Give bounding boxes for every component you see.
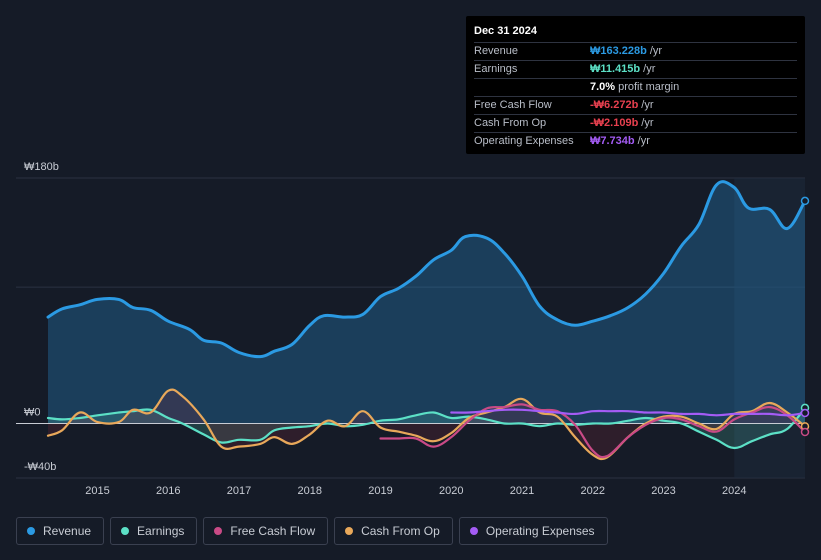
legend-item-free-cash-flow[interactable]: Free Cash Flow: [203, 517, 329, 545]
series-lines: [46, 180, 807, 461]
legend-dot-icon: [27, 527, 35, 535]
x-axis-labels: 2015 2016 2017 2018 2019 2020 2021 2022 2023 2024: [85, 485, 746, 497]
tooltip-row: 7.0% profit margin: [474, 79, 797, 97]
tooltip-label: Revenue: [474, 45, 519, 57]
tooltip-row: Earnings ₩11.415b/yr: [474, 61, 797, 79]
tooltip-unit: /yr: [643, 63, 656, 75]
y-tick-label: ₩180b: [24, 161, 59, 173]
tooltip-value: 7.0%: [590, 81, 616, 93]
earnings-area: [48, 407, 805, 449]
legend-item-operating-expenses[interactable]: Operating Expenses: [458, 517, 608, 545]
data-tooltip: Dec 31 2024 Revenue ₩163.228b/yr Earnings ₩…: [466, 16, 805, 154]
tooltip-label: [474, 79, 590, 96]
revenue-area: [48, 181, 805, 424]
revenue-end-point: [800, 196, 810, 206]
legend-item-cash-from-op[interactable]: Cash From Op: [334, 517, 453, 545]
x-tick-label: 2019: [368, 485, 392, 497]
gridlines: [16, 177, 805, 479]
x-tick-label: 2024: [722, 485, 746, 497]
tooltip-date: Dec 31 2024: [474, 24, 797, 43]
x-tick-label: 2017: [227, 485, 251, 497]
tooltip-unit: /yr: [641, 99, 654, 111]
x-tick-label: 2023: [651, 485, 675, 497]
tooltip-unit: /yr: [649, 45, 663, 57]
x-tick-label: 2016: [156, 485, 180, 497]
free-cash-flow-line: [379, 403, 807, 459]
cash-from-op-line: [46, 388, 807, 461]
x-tick-label: 2021: [510, 485, 534, 497]
operating-expenses-line: [450, 408, 807, 417]
legend-label: Free Cash Flow: [230, 524, 316, 538]
y-tick-label: ₩0: [24, 406, 41, 418]
tooltip-label: Cash From Op: [474, 117, 547, 129]
tooltip-value: ₩7.734b: [590, 135, 635, 147]
chart-legend: Revenue Earnings Free Cash Flow Cash From O…: [16, 517, 608, 545]
operating-expenses-end-point: [800, 408, 810, 418]
forecast-region: [734, 178, 805, 478]
tooltip-value: ₩11.415b: [590, 63, 641, 75]
legend-dot-icon: [121, 527, 130, 535]
tooltip-label: Operating Expenses: [474, 135, 574, 147]
legend-dot-icon: [469, 527, 478, 535]
earnings-line: [46, 406, 807, 450]
tooltip-row: Cash From Op -₩2.109b/yr: [474, 115, 797, 133]
tooltip-unit: /yr: [637, 135, 650, 147]
legend-dot-icon: [214, 527, 223, 535]
y-axis-labels: ₩180b ₩0 -₩40b: [24, 161, 59, 473]
y-tick-label: -₩40b: [24, 461, 56, 473]
x-tick-label: 2015: [85, 485, 109, 497]
x-tick-label: 2020: [439, 485, 463, 497]
tooltip-value: -₩2.109b: [590, 117, 639, 129]
legend-item-earnings[interactable]: Earnings: [110, 517, 198, 545]
legend-label: Cash From Op: [361, 524, 440, 538]
tooltip-row: Revenue ₩163.228b/yr: [474, 43, 797, 61]
legend-label: Earnings: [137, 524, 185, 538]
free-cash-flow-end-point: [800, 427, 810, 437]
x-tick-label: 2018: [298, 485, 322, 497]
legend-item-revenue[interactable]: Revenue: [16, 517, 105, 545]
tooltip-unit: /yr: [641, 117, 654, 129]
revenue-line: [46, 180, 807, 359]
series-fills: [48, 181, 805, 460]
tooltip-row: Free Cash Flow -₩6.272b/yr: [474, 97, 797, 115]
tooltip-value: ₩163.228b: [590, 45, 647, 57]
series-end-markers: [800, 196, 810, 437]
tooltip-value: -₩6.272b: [590, 99, 639, 111]
chart-area: ₩180b ₩0 -₩40b 2015 2016 2017 2018 2019 2020 202…: [16, 161, 810, 497]
tooltip-label: Earnings: [474, 63, 518, 75]
legend-label: Revenue: [43, 524, 92, 538]
tooltip-label: Free Cash Flow: [474, 99, 552, 111]
cash-from-op-area: [48, 389, 805, 460]
legend-dot-icon: [345, 527, 354, 535]
legend-label: Operating Expenses: [485, 524, 595, 538]
x-tick-label: 2022: [581, 485, 605, 497]
tooltip-row: Operating Expenses ₩7.734b/yr: [474, 133, 797, 150]
tooltip-unit: profit margin: [618, 81, 680, 93]
